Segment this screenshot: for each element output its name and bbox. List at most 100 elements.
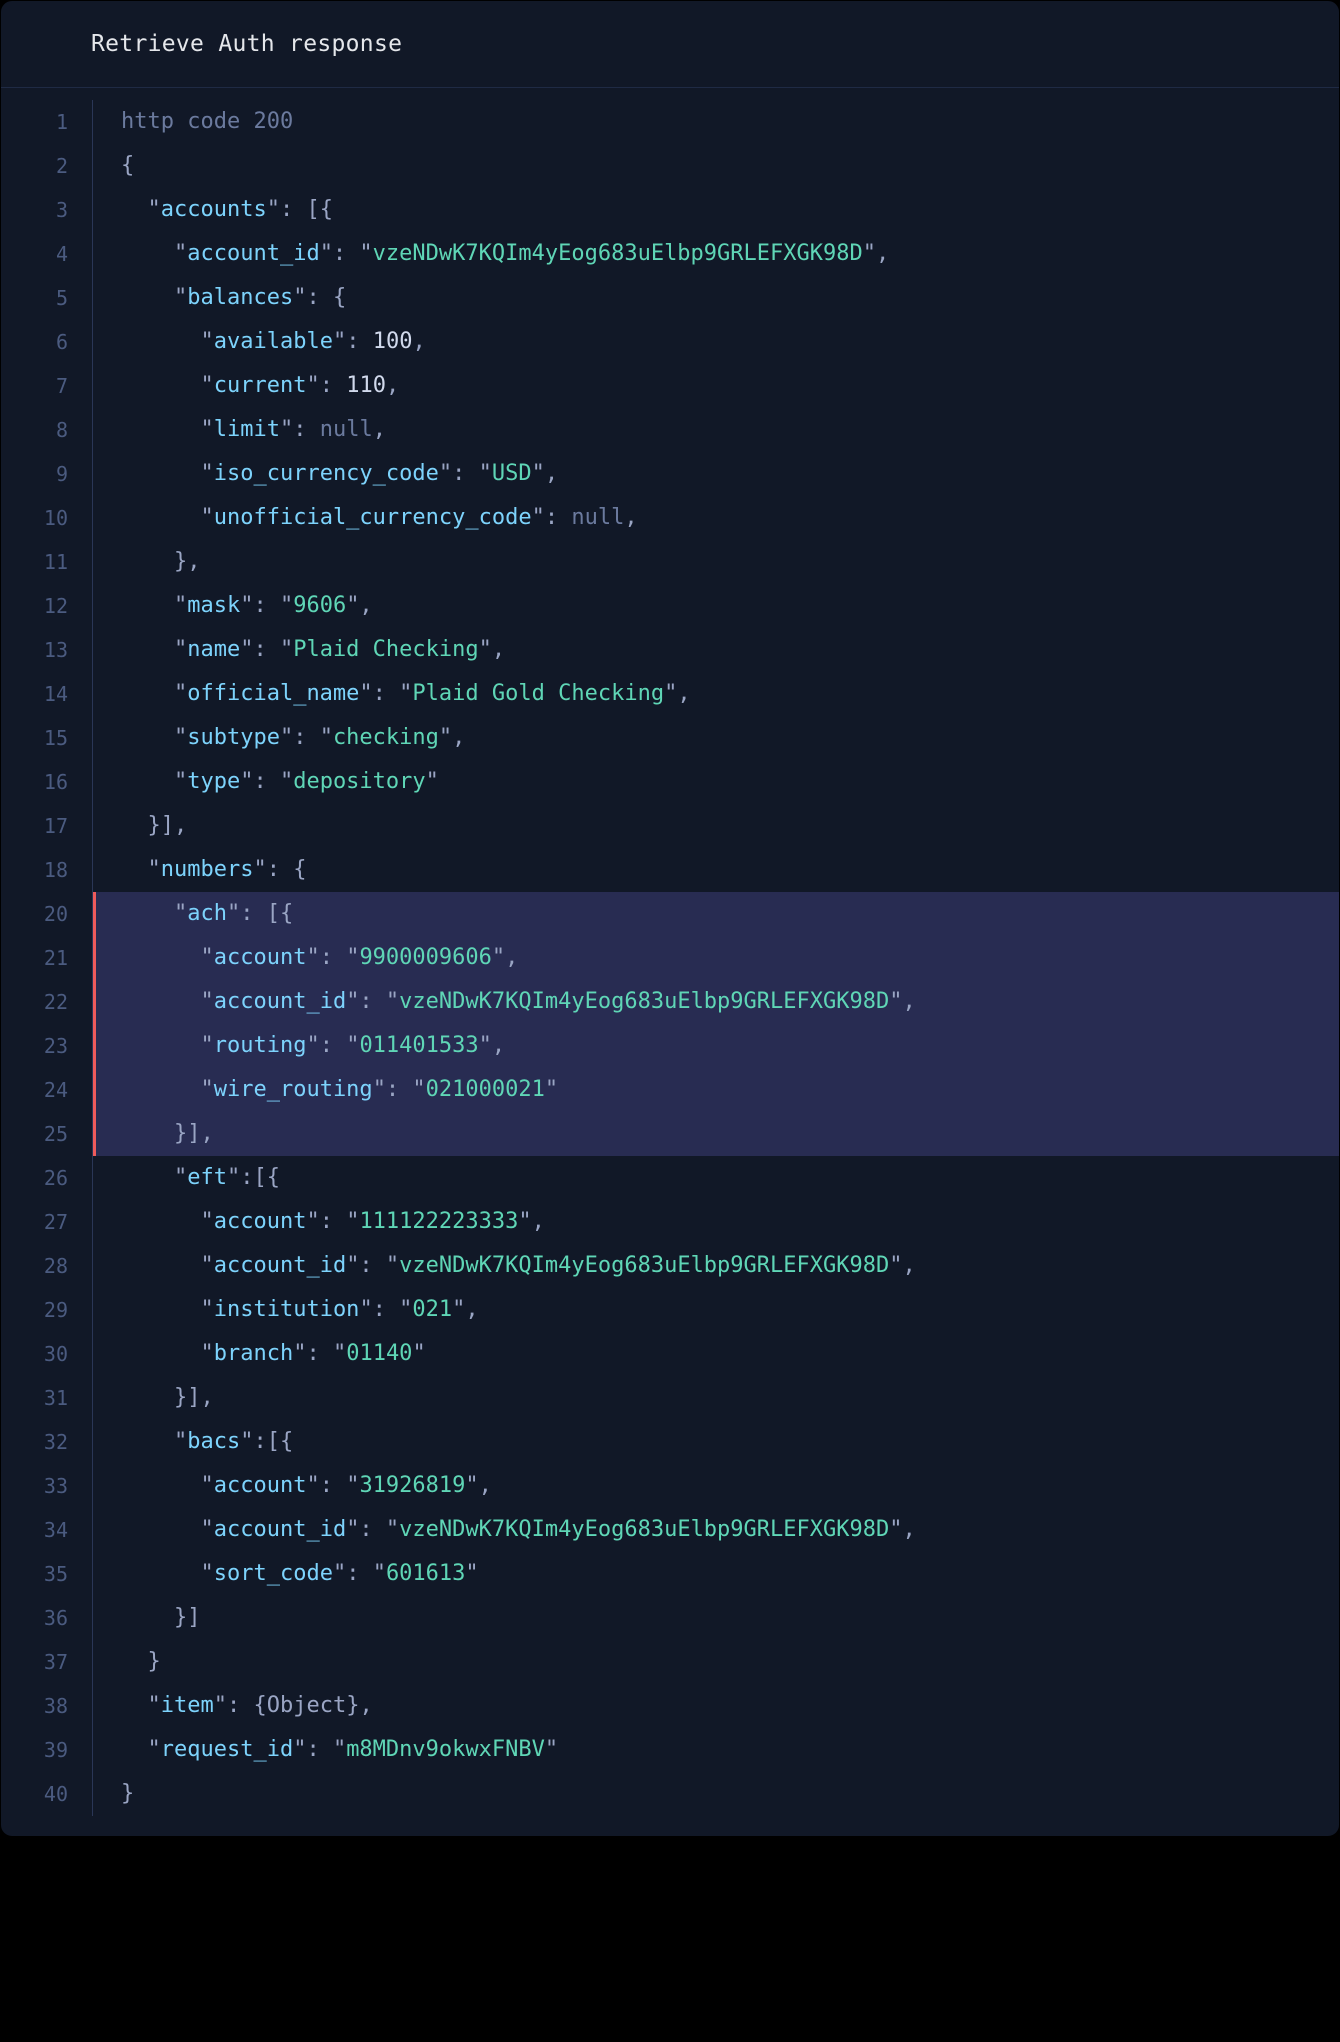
token-p: ": [200, 1473, 213, 1498]
token-d: http code 200: [121, 109, 293, 134]
code-line[interactable]: http code 200: [93, 100, 1339, 144]
code-line[interactable]: "balances": {: [93, 276, 1339, 320]
token-k: bacs: [187, 1429, 240, 1454]
code-line[interactable]: "account_id": "vzeNDwK7KQIm4yEog683uElbp…: [93, 1508, 1339, 1552]
code-panel: Retrieve Auth response 12345678910111213…: [0, 0, 1340, 1837]
token-p: ": [545, 1737, 558, 1762]
token-k: sort_code: [214, 1561, 333, 1586]
line-number: 14: [1, 672, 68, 716]
code-line[interactable]: "current": 110,: [93, 364, 1339, 408]
token-p: ",: [492, 945, 519, 970]
line-number: 20: [1, 892, 68, 936]
code-line[interactable]: "account": "31926819",: [93, 1464, 1339, 1508]
token-s: 021000021: [426, 1077, 545, 1102]
token-p: ": ": [439, 461, 492, 486]
code-line[interactable]: "mask": "9606",: [93, 584, 1339, 628]
line-number: 21: [1, 936, 68, 980]
code-line[interactable]: "account": "111122223333",: [93, 1200, 1339, 1244]
token-p: ",: [452, 1297, 479, 1322]
code-line[interactable]: "request_id": "m8MDnv9okwxFNBV": [93, 1728, 1339, 1772]
token-k: account_id: [214, 1517, 346, 1542]
line-number: 39: [1, 1728, 68, 1772]
code-line[interactable]: "official_name": "Plaid Gold Checking",: [93, 672, 1339, 716]
line-number: 26: [1, 1156, 68, 1200]
code-line[interactable]: }: [93, 1640, 1339, 1684]
token-p: ": [200, 1517, 213, 1542]
token-p: ": ": [373, 1077, 426, 1102]
token-s: 9900009606: [359, 945, 491, 970]
code-line[interactable]: "eft":[{: [93, 1156, 1339, 1200]
code-line[interactable]: "account_id": "vzeNDwK7KQIm4yEog683uElbp…: [93, 980, 1339, 1024]
token-k: official_name: [187, 681, 359, 706]
token-p: ,: [624, 505, 637, 530]
token-s: 01140: [346, 1341, 412, 1366]
token-p: }]: [174, 1605, 201, 1630]
code-line[interactable]: "available": 100,: [93, 320, 1339, 364]
token-p: ": [426, 769, 439, 794]
token-s: 601613: [386, 1561, 465, 1586]
line-number: 40: [1, 1772, 68, 1816]
code-line[interactable]: "account_id": "vzeNDwK7KQIm4yEog683uElbp…: [93, 232, 1339, 276]
code-line[interactable]: }],: [93, 804, 1339, 848]
token-p: ": [412, 1341, 425, 1366]
token-p: ":: [306, 373, 346, 398]
token-p: ": [174, 1429, 187, 1454]
token-p: ": ": [306, 1209, 359, 1234]
token-s: checking: [333, 725, 439, 750]
token-p: ": [174, 725, 187, 750]
code-area: 1234567891011121314151617182021222324252…: [1, 88, 1339, 1836]
code-line[interactable]: "accounts": [{: [93, 188, 1339, 232]
code-line[interactable]: "bacs":[{: [93, 1420, 1339, 1464]
token-p: ,: [412, 329, 425, 354]
token-s: 111122223333: [359, 1209, 518, 1234]
token-p: ",: [346, 593, 373, 618]
token-p: ": [200, 945, 213, 970]
line-number: 30: [1, 1332, 68, 1376]
token-p: ",: [889, 989, 916, 1014]
token-k: branch: [214, 1341, 293, 1366]
token-p: ": [174, 285, 187, 310]
token-s: Plaid Gold Checking: [412, 681, 664, 706]
code-line[interactable]: }],: [93, 1376, 1339, 1420]
code-line[interactable]: {: [93, 144, 1339, 188]
code-line[interactable]: }]: [93, 1596, 1339, 1640]
line-number: 9: [1, 452, 68, 496]
token-k: limit: [214, 417, 280, 442]
code-line[interactable]: "subtype": "checking",: [93, 716, 1339, 760]
code-line[interactable]: "item": {Object},: [93, 1684, 1339, 1728]
code-line[interactable]: "ach": [{: [93, 892, 1339, 936]
token-k: unofficial_currency_code: [214, 505, 532, 530]
token-p: ": ": [359, 1297, 412, 1322]
code-line[interactable]: "institution": "021",: [93, 1288, 1339, 1332]
code-lines[interactable]: http code 200{ "accounts": [{ "account_i…: [93, 100, 1339, 1816]
line-number: 2: [1, 144, 68, 188]
code-line[interactable]: }],: [93, 1112, 1339, 1156]
code-line[interactable]: "limit": null,: [93, 408, 1339, 452]
token-p: ": ": [293, 1341, 346, 1366]
code-line[interactable]: "wire_routing": "021000021": [93, 1068, 1339, 1112]
code-line[interactable]: },: [93, 540, 1339, 584]
code-line[interactable]: "name": "Plaid Checking",: [93, 628, 1339, 672]
code-line[interactable]: }: [93, 1772, 1339, 1816]
token-p: ": ": [333, 1561, 386, 1586]
token-s: vzeNDwK7KQIm4yEog683uElbp9GRLEFXGK98D: [399, 1253, 889, 1278]
code-line[interactable]: "iso_currency_code": "USD",: [93, 452, 1339, 496]
token-p: }],: [174, 1121, 214, 1146]
line-number: 27: [1, 1200, 68, 1244]
line-number: 3: [1, 188, 68, 232]
code-line[interactable]: "numbers": {: [93, 848, 1339, 892]
code-line[interactable]: "account": "9900009606",: [93, 936, 1339, 980]
token-p: ": ": [240, 769, 293, 794]
token-s: depository: [293, 769, 425, 794]
code-line[interactable]: "routing": "011401533",: [93, 1024, 1339, 1068]
code-line[interactable]: "branch": "01140": [93, 1332, 1339, 1376]
code-line[interactable]: "type": "depository": [93, 760, 1339, 804]
code-line[interactable]: "unofficial_currency_code": null,: [93, 496, 1339, 540]
token-p: ": [174, 769, 187, 794]
token-k: account_id: [214, 989, 346, 1014]
token-p: ":: [333, 329, 373, 354]
code-line[interactable]: "account_id": "vzeNDwK7KQIm4yEog683uElbp…: [93, 1244, 1339, 1288]
code-line[interactable]: "sort_code": "601613": [93, 1552, 1339, 1596]
token-k: accounts: [161, 197, 267, 222]
panel-header: Retrieve Auth response: [1, 1, 1339, 88]
